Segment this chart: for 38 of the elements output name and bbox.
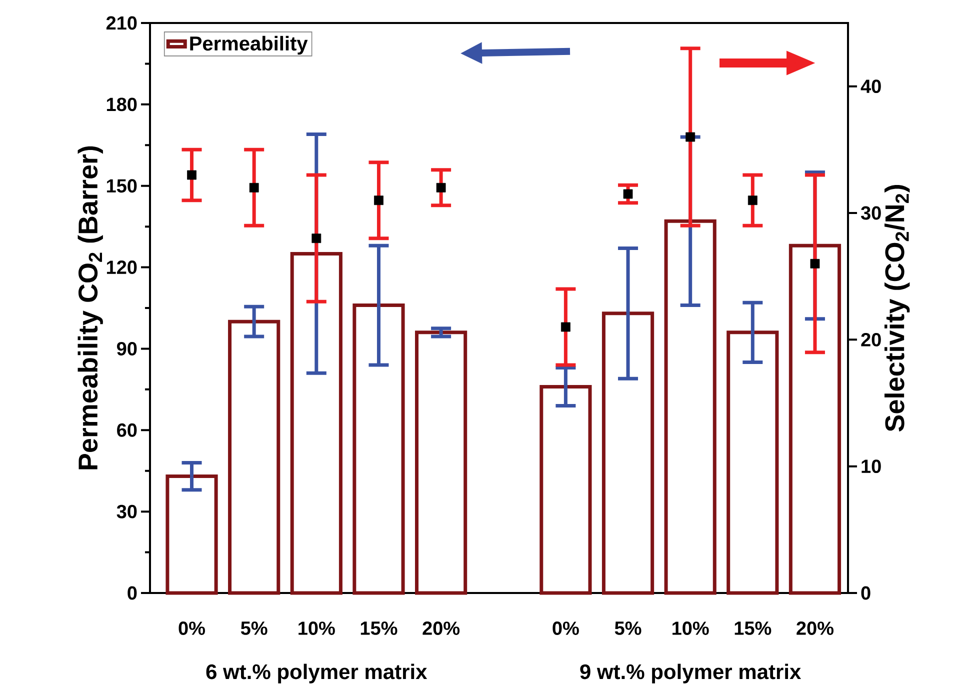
point [560,322,570,332]
y2-tick-label: 20 [861,332,881,346]
x-tick-label: 0% [552,622,579,635]
y2-tick-label: 40 [860,80,881,94]
y-tick-label: 180 [106,98,137,112]
y2-tick-label: 30 [860,206,881,220]
point [187,170,196,180]
y-tick-label: 0 [128,586,137,600]
y-tick-label: 150 [106,179,137,193]
point [686,132,696,142]
x-tick-label: 15% [734,622,772,635]
point [249,182,259,192]
text: 6 wt.% polymer matrix [206,664,428,684]
point [748,196,758,206]
x-tick-label: 20% [422,622,460,635]
x-tick-label: 5% [240,622,268,635]
y2-tick-label: 0 [861,586,870,600]
point [312,234,322,244]
y-axis-title: Permeability CO$_{2}$ (Barrer) [78,146,103,470]
y-tick-label: 120 [106,260,137,274]
y-tick-label: 210 [106,16,137,30]
y2-axis-title: Selectivity (CO$_{2}$/N$_{2}$) [884,185,910,432]
x-tick-label: 20% [796,622,834,635]
legend-label: Permeability [190,36,308,55]
x-tick-label: 5% [614,622,642,635]
point [436,182,446,192]
point [810,258,820,268]
x-tick-label: 10% [672,622,709,635]
text: 9 wt.% polymer matrix [580,664,802,684]
x-tick-label: 0% [178,622,205,635]
x-tick-label: 15% [360,622,398,635]
y-tick-label: 60 [117,423,137,437]
y-tick-label: 30 [116,504,137,518]
x-tick-label: 10% [298,622,335,635]
y2-tick-label: 10 [862,460,881,474]
point [374,196,384,206]
y-tick-label: 90 [117,342,137,356]
point [623,189,633,199]
